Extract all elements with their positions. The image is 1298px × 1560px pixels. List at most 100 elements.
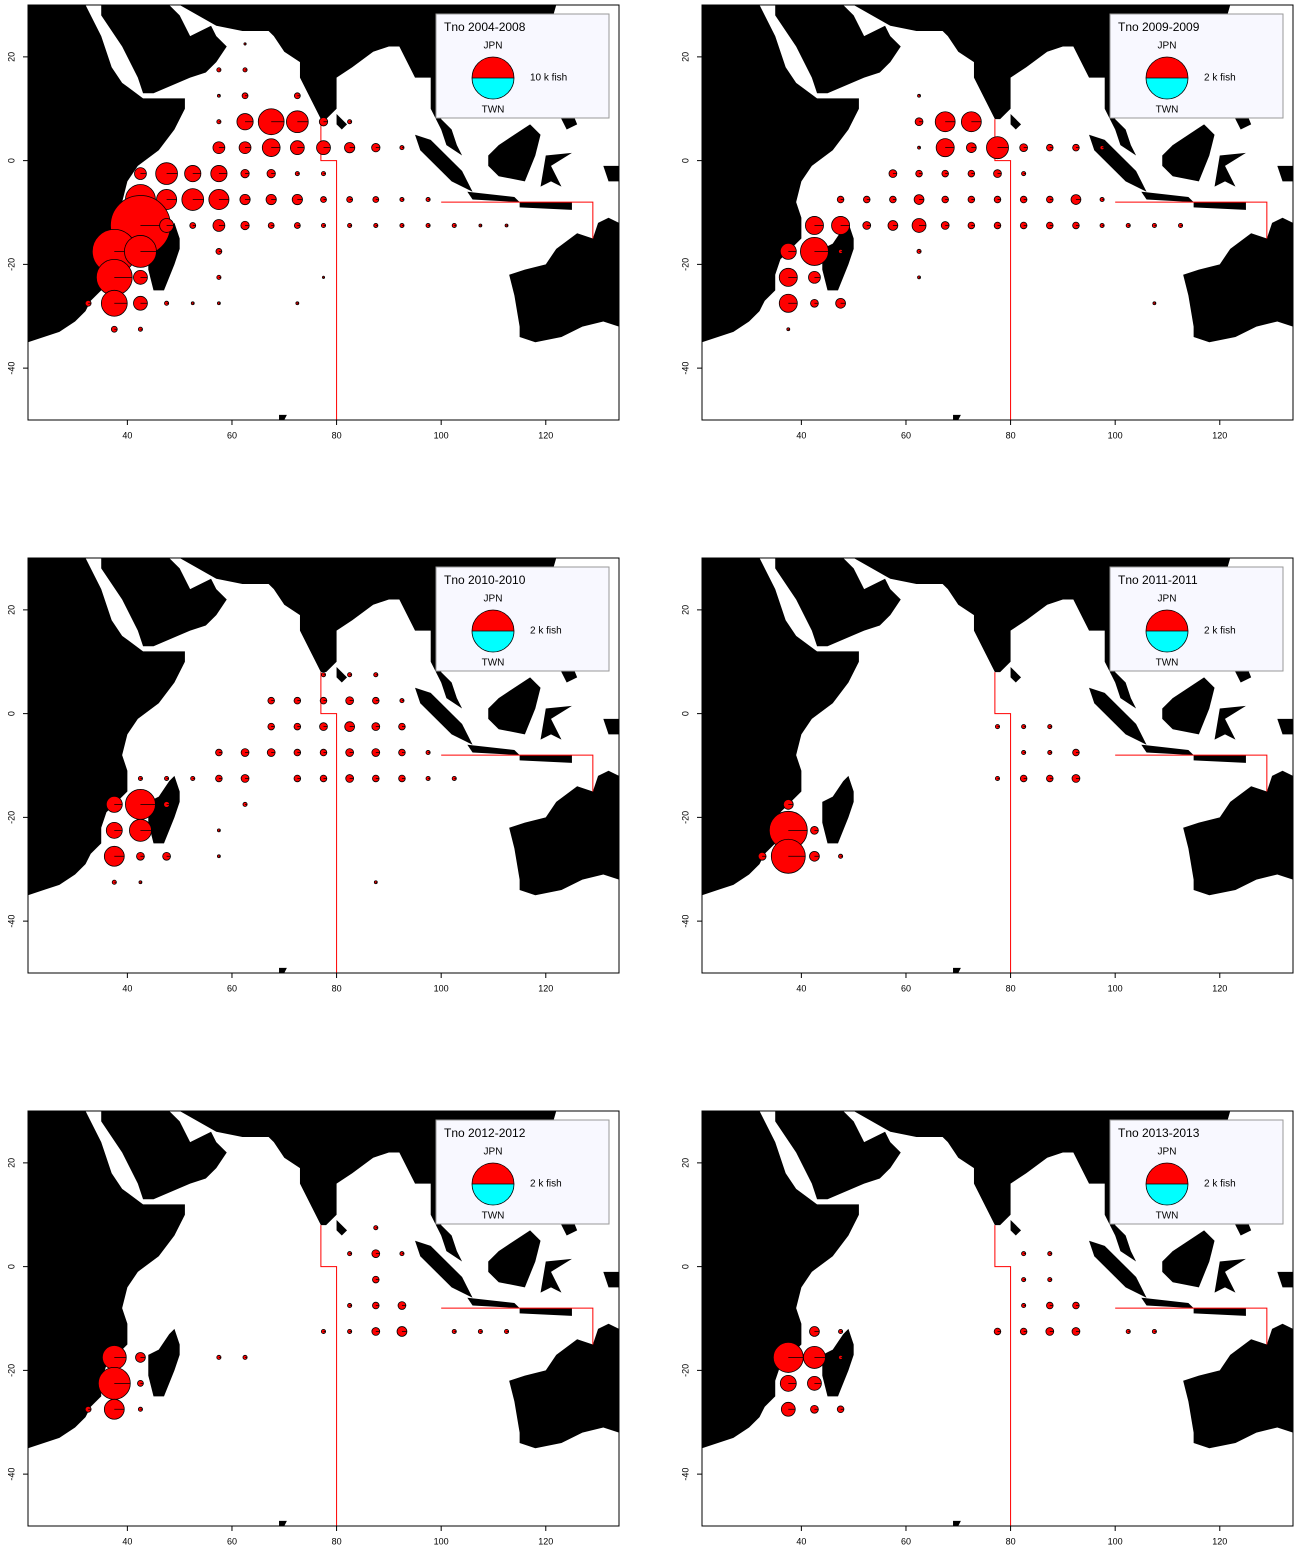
land <box>702 5 859 343</box>
tick-label: 120 <box>1212 1536 1227 1546</box>
land <box>603 1271 619 1288</box>
pie-slice <box>807 1375 822 1391</box>
map-panel: 40 60 80 100 120 -40 -20 0 20 Tno 2011-2011 JPN TWN… <box>674 553 1298 1002</box>
pie-slice <box>994 724 1001 730</box>
pie-slice <box>291 193 303 206</box>
boundary-line <box>1115 201 1268 239</box>
pie-slice <box>399 222 405 228</box>
pie-slice <box>425 197 431 203</box>
pie-slice <box>1071 1327 1081 1336</box>
size-label: 2 k fish <box>1204 73 1236 84</box>
pie-slice <box>934 111 956 133</box>
pie-slice <box>217 828 221 833</box>
legend-slice <box>1146 57 1188 78</box>
land <box>415 134 473 192</box>
pie-slice <box>1019 774 1028 783</box>
pie-slice <box>398 774 406 783</box>
pie-slice <box>838 853 844 859</box>
pie-slice <box>1125 1328 1131 1334</box>
legend-label: TWN <box>482 1211 505 1222</box>
pie-slice <box>347 1303 353 1309</box>
pie-slice <box>809 1326 820 1337</box>
pie-slice <box>124 234 157 268</box>
tick-label: 80 <box>1006 983 1016 993</box>
pie-slice <box>242 67 248 73</box>
pie-slice <box>372 1301 380 1310</box>
size-label: 2 k fish <box>530 1179 562 1190</box>
tick-label: 40 <box>796 983 806 993</box>
plot-frame <box>27 4 620 421</box>
land <box>822 1328 854 1397</box>
pie-slice <box>941 169 949 178</box>
pie-slice <box>320 672 327 678</box>
boundary-line <box>441 1307 594 1345</box>
pie-slice <box>1047 724 1053 730</box>
tick-label: 20 <box>680 52 690 62</box>
plot-frame <box>27 557 620 974</box>
pie-slice <box>373 222 379 228</box>
pie-slice <box>477 1328 483 1334</box>
tick-label: -40 <box>680 1468 690 1481</box>
tick-label: 80 <box>332 430 342 440</box>
tick-label: 60 <box>901 430 911 440</box>
land <box>467 191 520 203</box>
land <box>279 1520 287 1526</box>
legend-label: JPN <box>1158 41 1177 52</box>
land <box>28 1111 185 1449</box>
tick-label: 100 <box>1108 430 1123 440</box>
pie-slice <box>293 748 302 757</box>
legend-slice <box>472 631 514 652</box>
pie-slice <box>241 92 249 100</box>
pie-slice <box>1072 144 1080 152</box>
pie-slice <box>347 119 353 125</box>
pie-slice <box>345 696 354 706</box>
tick-label: 80 <box>332 983 342 993</box>
boundary-line <box>994 1225 1012 1526</box>
pie-slice <box>286 110 309 134</box>
pie-slice <box>212 219 226 232</box>
legend: Tno 2012-2012 JPN TWN 2 k fish <box>435 1119 610 1225</box>
pie-slice <box>266 169 276 179</box>
land <box>467 744 520 756</box>
pie-slice <box>320 196 327 203</box>
legend: Tno 2010-2010 JPN TWN 2 k fish <box>435 566 610 672</box>
pie-slice <box>293 697 302 705</box>
legend-label: JPN <box>484 1147 503 1158</box>
tick-label: 0 <box>6 711 16 716</box>
land <box>1193 755 1246 763</box>
pie-slice <box>1099 145 1105 151</box>
land <box>509 1323 619 1449</box>
pie-slice <box>838 1354 844 1360</box>
pie-slice <box>267 722 275 731</box>
pie-slice <box>399 145 405 151</box>
pie-slice <box>1152 301 1157 306</box>
pie-slice <box>319 696 328 705</box>
pie-slice <box>373 672 379 678</box>
tick-label: 80 <box>1006 430 1016 440</box>
map-panel: 40 60 80 100 120 -40 -20 0 20 Tno 2004-2008 JPN TWN… <box>0 0 649 449</box>
tick-label: 0 <box>6 1264 16 1269</box>
plot-frame <box>701 4 1294 421</box>
pie-slice <box>267 697 275 705</box>
tick-label: -40 <box>680 915 690 928</box>
pie-slice <box>137 1380 144 1387</box>
tick-label: -20 <box>680 811 690 824</box>
tick-label: -20 <box>680 1364 690 1377</box>
pie-slice <box>189 222 197 229</box>
tick-label: -20 <box>6 258 16 271</box>
pie-slice <box>216 1354 222 1360</box>
legend-box <box>435 1119 610 1225</box>
tick-label: 60 <box>901 1536 911 1546</box>
legend-label: TWN <box>1156 658 1179 669</box>
tick-label: 120 <box>538 1536 553 1546</box>
pie-slice <box>810 826 819 835</box>
pie-slice <box>371 1249 381 1258</box>
pie-slice <box>1046 144 1054 152</box>
pie-slice <box>103 845 125 867</box>
pie-slice <box>805 216 824 235</box>
pie-slice <box>994 775 1001 781</box>
pie-slice <box>181 188 205 211</box>
land <box>1183 1323 1293 1449</box>
plot-frame <box>701 1110 1294 1527</box>
pie-slice <box>261 138 281 157</box>
